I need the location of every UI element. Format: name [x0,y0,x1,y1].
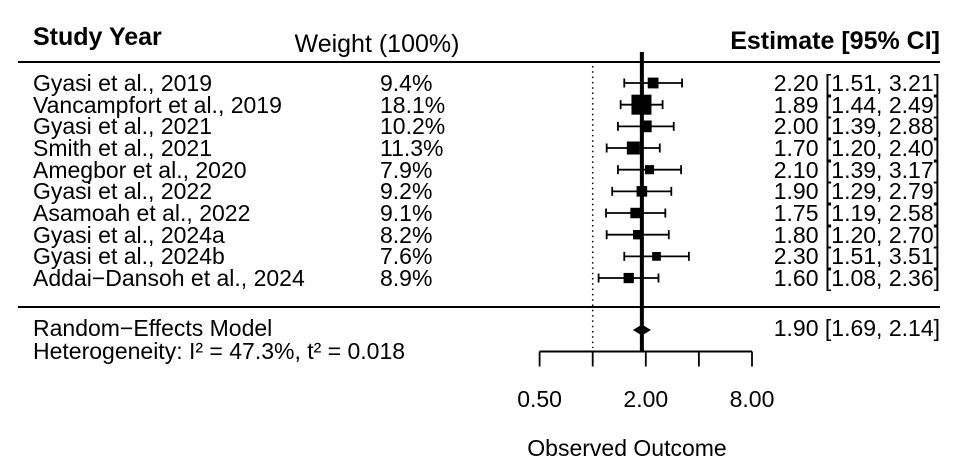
study-weight: 8.2% [380,221,433,248]
effect-square [630,207,641,219]
study-weight: 8.9% [380,265,433,292]
study-estimate: 1.89 [1.44, 2.49] [773,91,940,118]
study-estimate: 1.90 [1.29, 2.79] [773,178,940,205]
effect-square [647,77,659,89]
effect-square [639,120,652,133]
summary-label: Random−Effects Model [33,315,273,341]
axis-tick-label: 8.00 [729,386,775,412]
summary-estimate: 1.90 [1.69, 2.14] [773,315,940,341]
study-estimate: 2.30 [1.51, 3.51] [773,243,940,270]
study-label: Gyasi et al., 2021 [33,113,212,140]
effect-square [652,251,661,261]
study-weight: 7.9% [380,156,433,183]
study-weight: 11.3% [380,135,444,161]
study-weight: 18.1% [380,91,446,118]
study-estimate: 2.20 [1.51, 3.21] [773,70,940,96]
study-estimate: 2.00 [1.39, 2.88] [773,113,940,140]
study-estimate: 1.75 [1.19, 2.58] [773,200,940,227]
study-estimate: 1.70 [1.20, 2.40] [773,135,940,161]
column-header-weight: Weight (100%) [294,30,460,58]
effect-square [636,186,648,197]
study-label: Vancampfort et al., 2019 [33,91,282,118]
effect-square [623,272,634,284]
summary-rule [18,306,940,308]
study-weight: 10.2% [380,113,446,140]
column-header-estimate: Estimate [95% CI] [730,27,940,55]
header-rule [18,61,940,63]
effect-square [644,165,655,175]
study-weight: 9.1% [380,200,433,227]
study-label: Addai−Dansoh et al., 2024 [33,265,305,292]
study-label: Gyasi et al., 2024b [33,243,225,270]
study-estimate: 1.60 [1.08, 2.36] [773,265,940,292]
study-label: Amegbor et al., 2020 [33,156,247,183]
study-label: Gyasi et al., 2022 [33,178,212,205]
study-weight: 7.6% [380,243,433,270]
column-header-study-year: Study Year [33,23,162,51]
study-label: Gyasi et al., 2019 [33,70,212,96]
study-estimate: 2.10 [1.39, 3.17] [773,156,940,183]
study-label: Smith et al., 2021 [33,135,212,161]
effect-square [631,94,652,115]
study-weight: 9.4% [380,70,433,96]
axis-tick-label: 2.00 [623,386,669,412]
axis-tick-label: 0.50 [517,386,562,412]
summary-diamond [632,324,651,336]
effect-square [633,229,643,240]
heterogeneity-text: Heterogeneity: I² = 47.3%, t² = 0.018 [33,338,406,364]
effect-square [626,141,640,155]
x-axis-title: Observed Outcome [527,435,727,461]
study-label: Gyasi et al., 2024a [33,221,225,248]
study-weight: 9.2% [380,178,433,205]
study-estimate: 1.80 [1.20, 2.70] [773,221,940,248]
study-label: Asamoah et al., 2022 [33,200,251,227]
